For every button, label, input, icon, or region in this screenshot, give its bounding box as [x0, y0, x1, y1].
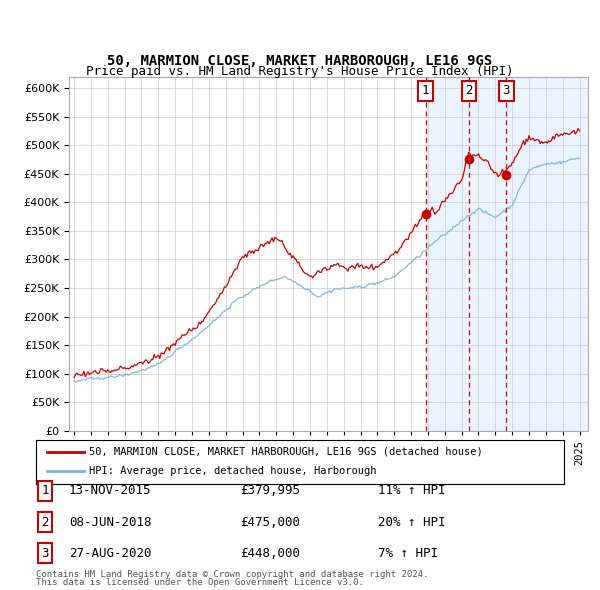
- Text: 1: 1: [41, 484, 49, 497]
- Text: 3: 3: [41, 547, 49, 560]
- Text: £475,000: £475,000: [240, 516, 300, 529]
- Text: 2: 2: [41, 516, 49, 529]
- Text: £448,000: £448,000: [240, 547, 300, 560]
- Text: 27-AUG-2020: 27-AUG-2020: [69, 547, 151, 560]
- Text: 50, MARMION CLOSE, MARKET HARBOROUGH, LE16 9GS: 50, MARMION CLOSE, MARKET HARBOROUGH, LE…: [107, 54, 493, 68]
- Text: HPI: Average price, detached house, Harborough: HPI: Average price, detached house, Harb…: [89, 467, 376, 476]
- Text: Contains HM Land Registry data © Crown copyright and database right 2024.: Contains HM Land Registry data © Crown c…: [36, 570, 428, 579]
- Text: £379,995: £379,995: [240, 484, 300, 497]
- Text: 11% ↑ HPI: 11% ↑ HPI: [378, 484, 445, 497]
- Bar: [426, 77, 588, 431]
- Text: 20% ↑ HPI: 20% ↑ HPI: [378, 516, 445, 529]
- Text: Price paid vs. HM Land Registry's House Price Index (HPI): Price paid vs. HM Land Registry's House …: [86, 65, 514, 78]
- Text: 7% ↑ HPI: 7% ↑ HPI: [378, 547, 438, 560]
- Text: 2: 2: [465, 84, 473, 97]
- Text: 08-JUN-2018: 08-JUN-2018: [69, 516, 151, 529]
- Text: This data is licensed under the Open Government Licence v3.0.: This data is licensed under the Open Gov…: [36, 578, 364, 587]
- Text: 50, MARMION CLOSE, MARKET HARBOROUGH, LE16 9GS (detached house): 50, MARMION CLOSE, MARKET HARBOROUGH, LE…: [89, 447, 482, 457]
- Text: 1: 1: [422, 84, 430, 97]
- Text: 13-NOV-2015: 13-NOV-2015: [69, 484, 151, 497]
- Text: 3: 3: [503, 84, 510, 97]
